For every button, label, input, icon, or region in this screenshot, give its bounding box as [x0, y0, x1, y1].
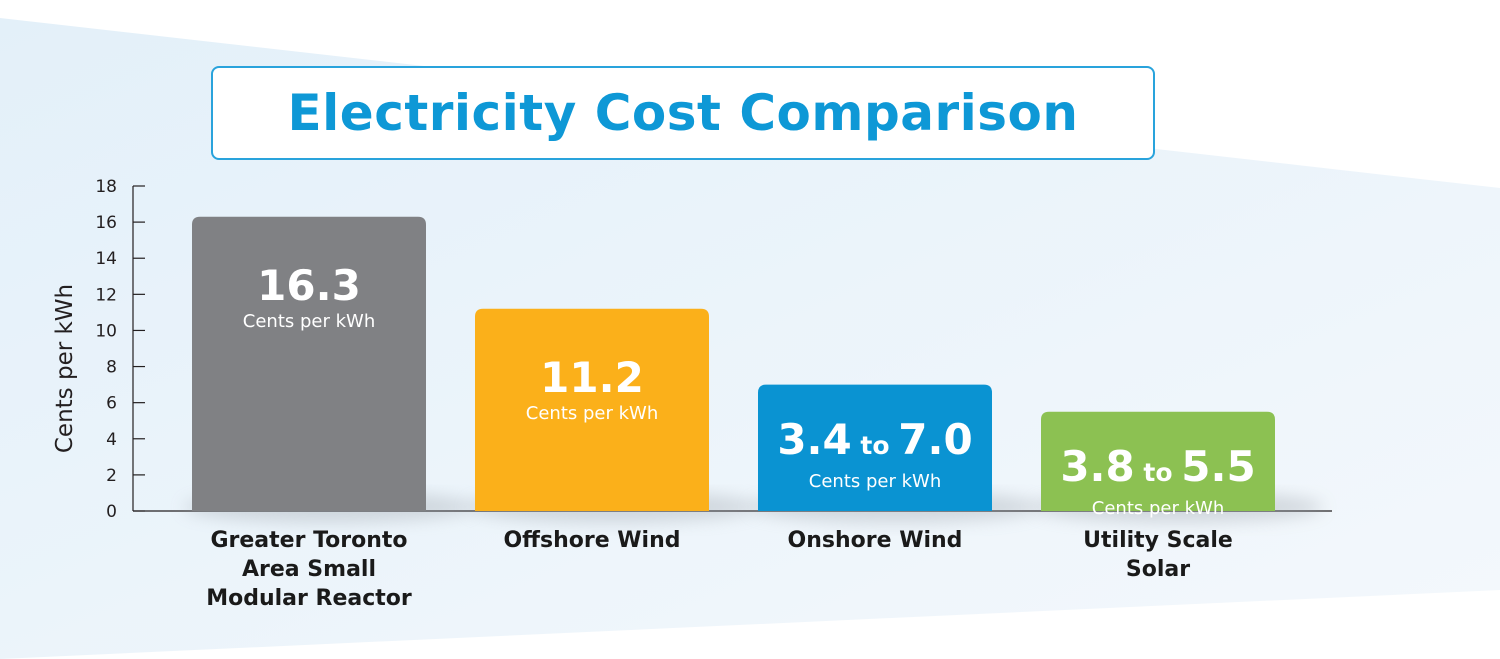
category-label: Greater Toronto Area Small Modular React…: [206, 528, 412, 611]
y-tick-label: 12: [95, 285, 117, 305]
bar-value-main: 3.4: [777, 414, 852, 464]
y-tick-label: 18: [95, 177, 117, 197]
bar: [1041, 411, 1275, 511]
category-label: Utility Scale Solar: [1083, 528, 1233, 582]
bar-value: 3.4 to 7.0: [758, 415, 992, 471]
bar-unit: Cents per kWh: [525, 402, 659, 424]
bar-value: 11.2: [475, 353, 709, 403]
y-axis-label: Cents per kWh: [52, 284, 78, 453]
y-tick-label: 16: [95, 213, 117, 233]
y-tick-label: 14: [95, 249, 117, 269]
bar-value-end: 7.0: [898, 414, 973, 464]
bar-value-to: to: [1134, 457, 1182, 487]
chart-title: Electricity Cost Comparison: [287, 84, 1079, 142]
title-box: Electricity Cost Comparison: [211, 66, 1155, 160]
bar: [475, 308, 709, 511]
bar-value-end: 5.5: [1181, 441, 1256, 491]
bar-value-main: 16.3: [257, 260, 361, 310]
category-label: Onshore Wind: [787, 528, 963, 553]
bar-value: 3.8 to 5.5: [1041, 442, 1275, 498]
bar-value-to: to: [851, 430, 899, 460]
y-tick-label: 6: [106, 394, 117, 414]
bar: [758, 384, 992, 511]
y-tick-label: 2: [106, 466, 117, 486]
category-label: Offshore Wind: [503, 528, 681, 553]
bar-value-main: 11.2: [540, 352, 644, 402]
y-tick-label: 8: [106, 358, 117, 378]
bar-value-main: 3.8: [1060, 441, 1135, 491]
bar-value: 16.3: [192, 261, 426, 311]
y-tick-label: 4: [106, 430, 117, 450]
bar-unit: Cents per kWh: [808, 470, 942, 492]
bar-value-label: 16.3 Cents per kWh: [192, 261, 426, 333]
bar-value-label: 3.4 to 7.0 Cents per kWh: [758, 415, 992, 493]
bar-value-label: 11.2 Cents per kWh: [475, 353, 709, 425]
bar: [192, 216, 426, 511]
bar-unit: Cents per kWh: [1091, 497, 1225, 519]
y-tick-label: 10: [95, 321, 117, 341]
y-tick-label: 0: [106, 502, 117, 522]
bar-value-label: 3.8 to 5.5 Cents per kWh: [1041, 442, 1275, 520]
bar-unit: Cents per kWh: [242, 310, 376, 332]
